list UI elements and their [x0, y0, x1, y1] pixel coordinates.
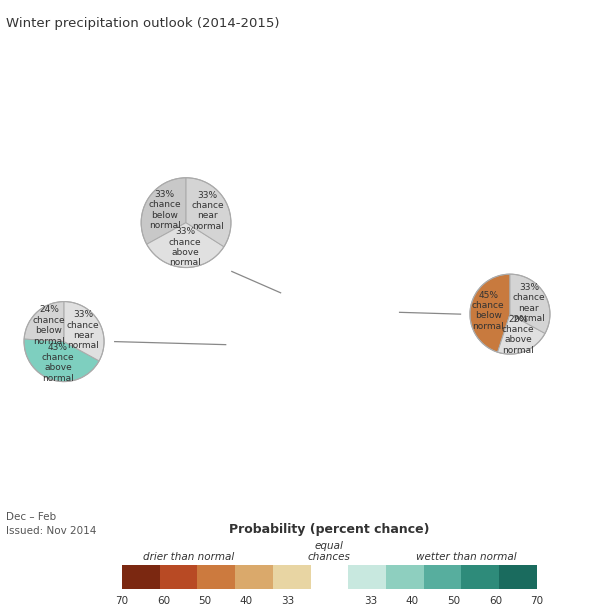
Wedge shape: [147, 223, 224, 268]
Wedge shape: [24, 339, 99, 382]
Text: equal
chances: equal chances: [308, 541, 351, 562]
Text: Probability (percent chance): Probability (percent chance): [229, 523, 429, 536]
Wedge shape: [470, 274, 510, 352]
Text: 33%
chance
near
normal: 33% chance near normal: [66, 310, 99, 351]
Text: 33%
chance
near
normal: 33% chance near normal: [192, 191, 224, 231]
Bar: [235, 565, 273, 589]
Text: 33%
chance
near
normal: 33% chance near normal: [512, 283, 545, 323]
Bar: [348, 565, 386, 589]
Wedge shape: [64, 301, 104, 361]
Text: Dec – Feb
Issued: Nov 2014: Dec – Feb Issued: Nov 2014: [6, 512, 96, 536]
Text: 50: 50: [447, 596, 461, 606]
Bar: [160, 565, 198, 589]
Text: 40: 40: [406, 596, 419, 606]
Bar: [310, 565, 348, 589]
Text: 60: 60: [157, 596, 170, 606]
Bar: [122, 565, 160, 589]
Text: 70: 70: [530, 596, 544, 606]
Wedge shape: [141, 178, 186, 244]
Text: 33: 33: [364, 596, 378, 606]
Text: 60: 60: [489, 596, 502, 606]
Bar: [424, 565, 461, 589]
Bar: [386, 565, 424, 589]
Wedge shape: [510, 274, 550, 334]
Text: 33%
chance
below
normal: 33% chance below normal: [148, 190, 181, 230]
Text: 70: 70: [115, 596, 129, 606]
Wedge shape: [186, 178, 231, 246]
Text: 50: 50: [198, 596, 212, 606]
Text: 40: 40: [240, 596, 253, 606]
Bar: [461, 565, 499, 589]
Bar: [499, 565, 537, 589]
Text: drier than normal: drier than normal: [143, 553, 234, 562]
Text: Winter precipitation outlook (2014-2015): Winter precipitation outlook (2014-2015): [6, 16, 279, 30]
Text: 22%
chance
above
normal: 22% chance above normal: [502, 315, 534, 354]
Text: 33%
chance
above
normal: 33% chance above normal: [169, 228, 201, 267]
Text: 33: 33: [281, 596, 295, 606]
Text: wetter than normal: wetter than normal: [416, 553, 517, 562]
Bar: [198, 565, 235, 589]
Bar: [273, 565, 310, 589]
Text: 43%
chance
above
normal: 43% chance above normal: [41, 343, 74, 383]
Text: 45%
chance
below
normal: 45% chance below normal: [472, 290, 504, 331]
Text: 24%
chance
below
normal: 24% chance below normal: [33, 306, 65, 346]
Wedge shape: [498, 314, 545, 354]
Wedge shape: [24, 301, 64, 342]
